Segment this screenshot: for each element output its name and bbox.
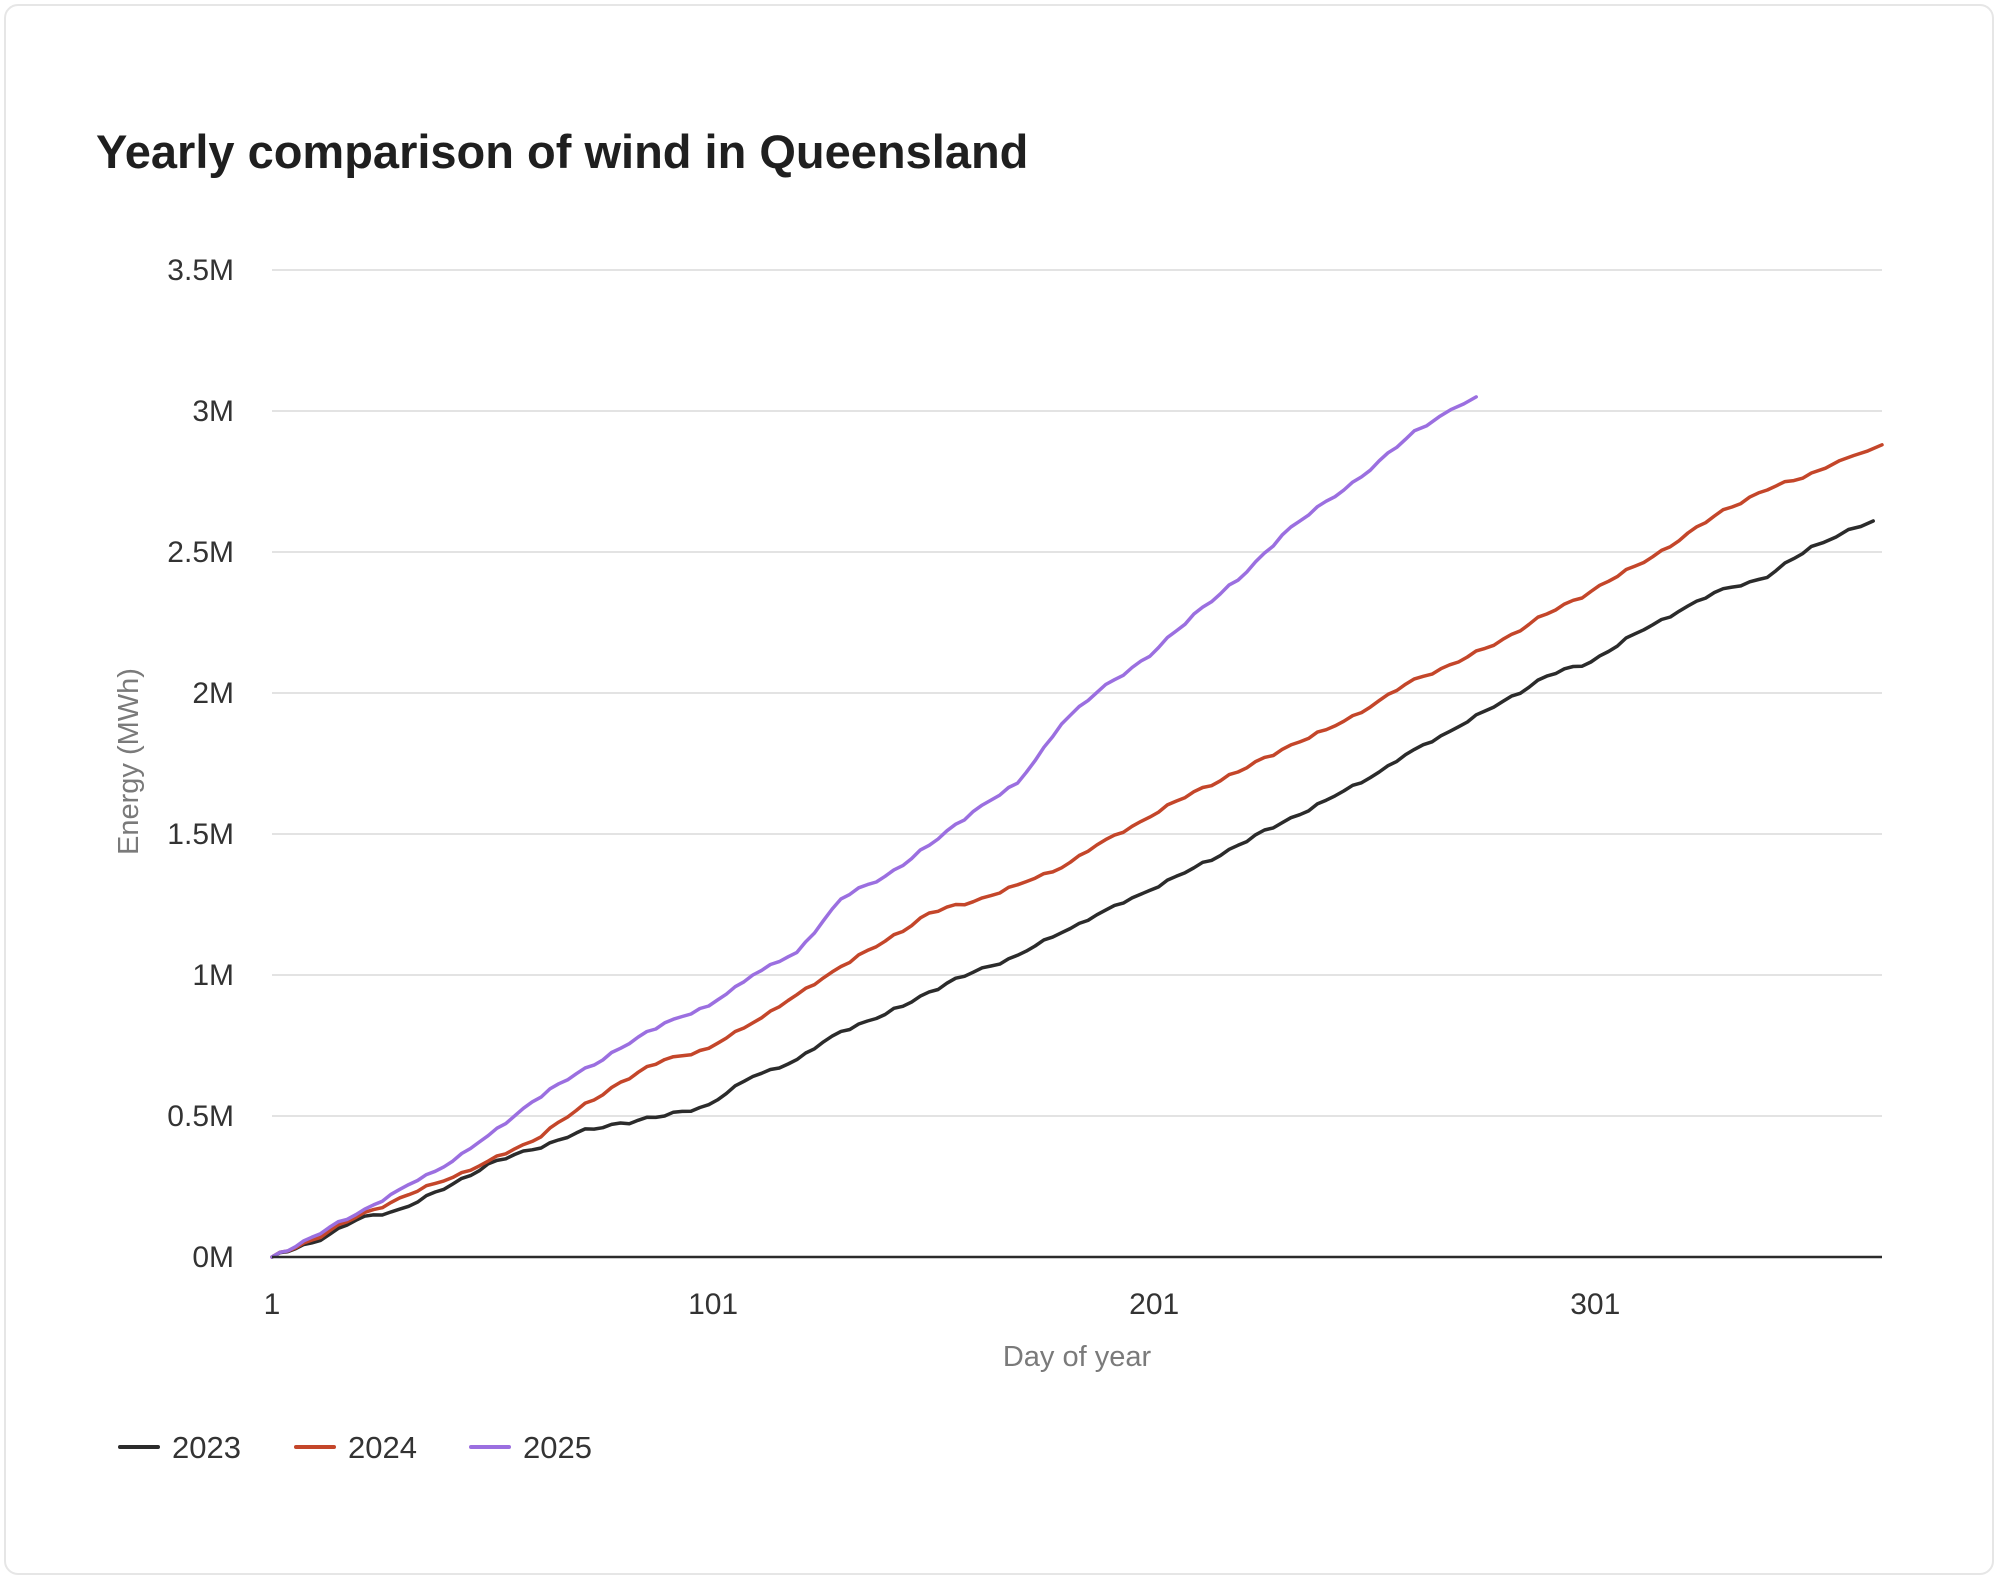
series-line-2025 [270, 395, 1478, 1259]
x-tick-label: 301 [1570, 1288, 1620, 1321]
legend-item-2023[interactable]: 2023 [118, 1430, 241, 1465]
y-tick-label: 1.5M [167, 818, 234, 851]
legend-label: 2024 [348, 1430, 417, 1465]
x-tick-label: 101 [688, 1288, 738, 1321]
y-tick-label: 2M [192, 677, 234, 710]
chart-card [4, 4, 1994, 1575]
y-axis-title: Energy (MWh) [113, 668, 145, 855]
y-tick-label: 3M [192, 395, 234, 428]
x-axis-title: Day of year [1003, 1341, 1152, 1373]
y-tick-label: 2.5M [167, 536, 234, 569]
x-tick-label: 201 [1129, 1288, 1179, 1321]
series-layer [270, 395, 1884, 1259]
legend-label: 2025 [523, 1430, 592, 1465]
legend-item-2025[interactable]: 2025 [469, 1430, 592, 1465]
series-line-2023 [270, 519, 1875, 1259]
y-tick-label: 1M [192, 959, 234, 992]
y-tick-label: 3.5M [167, 254, 234, 287]
axis-layer: 0M 0.5M 1M 1.5M 2M 2.5M 3M 3.5M 1 101 201 301 [167, 254, 1882, 1321]
legend: 2023 2024 2025 [118, 1430, 592, 1465]
grid-layer [272, 269, 1882, 1117]
x-tick-label: 1 [264, 1288, 281, 1321]
series-line-2024 [270, 443, 1884, 1259]
y-tick-label: 0.5M [167, 1100, 234, 1133]
legend-item-2024[interactable]: 2024 [294, 1430, 417, 1465]
legend-label: 2023 [172, 1430, 241, 1465]
chart-title: Yearly comparison of wind in Queensland [96, 125, 1028, 178]
y-tick-label: 0M [192, 1241, 234, 1274]
